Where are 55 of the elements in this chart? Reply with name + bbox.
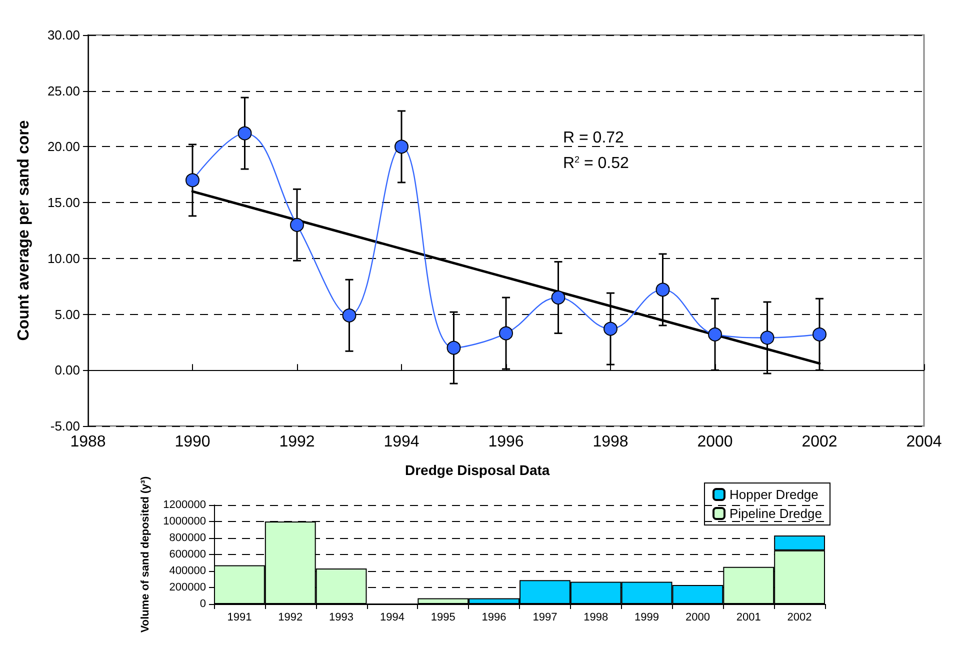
y-tick-label: 10.00 [47,250,80,266]
y-tick-label: 0 [200,598,206,610]
y-tick-label: 1200000 [163,499,206,511]
y-tick-label: 1000000 [163,516,206,528]
x-tick-label: 1996 [482,612,506,624]
point [551,290,566,305]
point [238,126,252,140]
x-tick-label: 1999 [634,612,660,624]
y-axis-title: Volume of sand deposited (y³) [139,476,152,633]
point [604,322,618,336]
x-tick-label: 1997 [532,612,558,624]
point [708,327,722,342]
y-tick-label: 0.00 [54,362,80,378]
x-tick-label: 2001 [736,612,761,624]
annotation: R = 0.72 [563,130,624,146]
y-tick-label: 5.00 [54,306,80,322]
x-tick-label: 1993 [329,612,354,624]
y-tick-label: 600000 [169,548,206,560]
x-tick-label: 1995 [430,612,456,624]
x-tick-label: 2002 [802,434,838,450]
x-tick-label: 1990 [174,434,210,450]
point [499,326,513,340]
point [290,218,304,232]
point [760,330,774,345]
legend-label: Hopper Dredge [729,487,818,502]
point [342,308,356,322]
y-tick-label: -5.00 [50,418,80,434]
point [812,327,826,342]
y-tick-label: 800000 [169,532,206,544]
x-tick-label: 2000 [685,612,710,624]
x-tick-label: 2004 [906,434,942,450]
x-tick-label: 1998 [584,612,608,624]
legend-label: Pipeline Dredge [729,506,822,521]
x-tick-label: 1994 [384,434,420,450]
x-tick-label: 1998 [592,434,628,450]
point [394,140,408,154]
x-tick-label: 1996 [488,434,524,450]
x-tick-label: 1994 [380,612,404,624]
x-tick-label: 1992 [278,612,303,624]
y-tick-label: 20.00 [47,139,80,154]
x-tick-label: 1988 [70,434,106,450]
y-tick-label: 25.00 [47,83,80,98]
point [656,282,670,297]
y-tick-label: 15.00 [47,195,80,210]
point [186,173,200,188]
x-tick-label: 1992 [279,434,315,450]
y-axis-title: Count average per sand core [16,120,32,341]
x-tick-label: 2000 [697,434,733,450]
x-tick-label: 2002 [787,612,812,624]
y-tick-label: 30.00 [47,28,80,42]
x-tick-label: 1991 [227,612,252,624]
y-tick-label: 400000 [169,565,206,577]
y-tick-label: 200000 [169,582,206,594]
chart-title: Dredge Disposal Data [405,462,550,478]
point [446,340,461,355]
